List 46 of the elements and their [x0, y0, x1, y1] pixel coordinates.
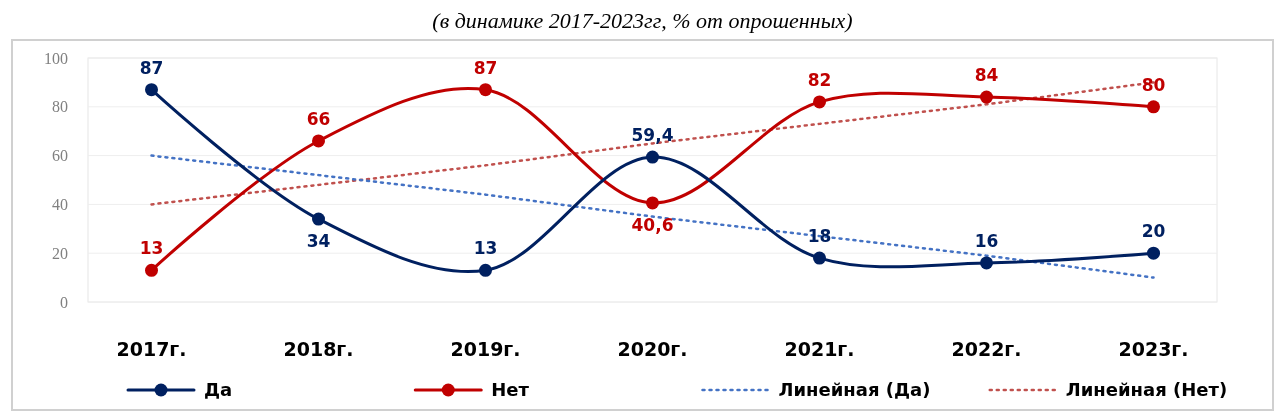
point	[479, 263, 492, 277]
x-tick-label: 2018г.	[283, 338, 354, 360]
point	[1147, 246, 1160, 260]
data-label: 59,4	[631, 125, 674, 146]
x-tick-label: 2020г.	[617, 338, 688, 360]
point	[479, 83, 492, 97]
legend-label: Нет	[491, 379, 530, 401]
point	[813, 251, 826, 265]
data-label: 66	[306, 108, 331, 129]
x-tick-label: 2017г.	[116, 338, 187, 360]
point	[813, 95, 826, 109]
y-tick-label: 40	[52, 196, 68, 213]
legend-label: Линейная (Да)	[778, 379, 931, 401]
chart-subtitle: (в динамике 2017-2023гг, % от опрошенных)	[432, 8, 853, 33]
point	[145, 263, 158, 277]
y-tick-label: 100	[44, 49, 68, 67]
x-tick-label: 2023г.	[1118, 338, 1189, 360]
point	[646, 196, 659, 210]
data-label: 20	[1141, 221, 1166, 242]
data-label: 80	[1141, 74, 1166, 95]
data-label: 13	[473, 238, 498, 259]
point	[312, 212, 325, 226]
data-label: 13	[139, 238, 164, 259]
data-label: 87	[139, 57, 164, 78]
data-label: 18	[807, 226, 832, 247]
x-tick-label: 2022г.	[951, 338, 1022, 360]
y-tick-label: 60	[52, 147, 68, 165]
y-tick-label: 20	[52, 244, 68, 262]
x-tick-label: 2021г.	[784, 338, 855, 360]
data-label: 16	[974, 230, 999, 251]
point	[980, 256, 993, 270]
legend-label: Линейная (Нет)	[1065, 379, 1228, 401]
point	[646, 150, 659, 164]
data-label: 82	[807, 69, 832, 90]
data-label: 34	[306, 231, 331, 252]
point	[145, 83, 158, 97]
point	[1147, 100, 1160, 114]
point	[312, 134, 325, 148]
point	[980, 90, 993, 104]
y-tick-label: 0	[60, 293, 68, 311]
y-tick-label: 80	[52, 98, 68, 116]
data-label: 84	[974, 65, 999, 86]
data-label: 87	[473, 57, 498, 78]
data-label: 40,6	[631, 214, 674, 235]
x-tick-label: 2019г.	[450, 338, 521, 360]
legend-label: Да	[204, 379, 233, 401]
